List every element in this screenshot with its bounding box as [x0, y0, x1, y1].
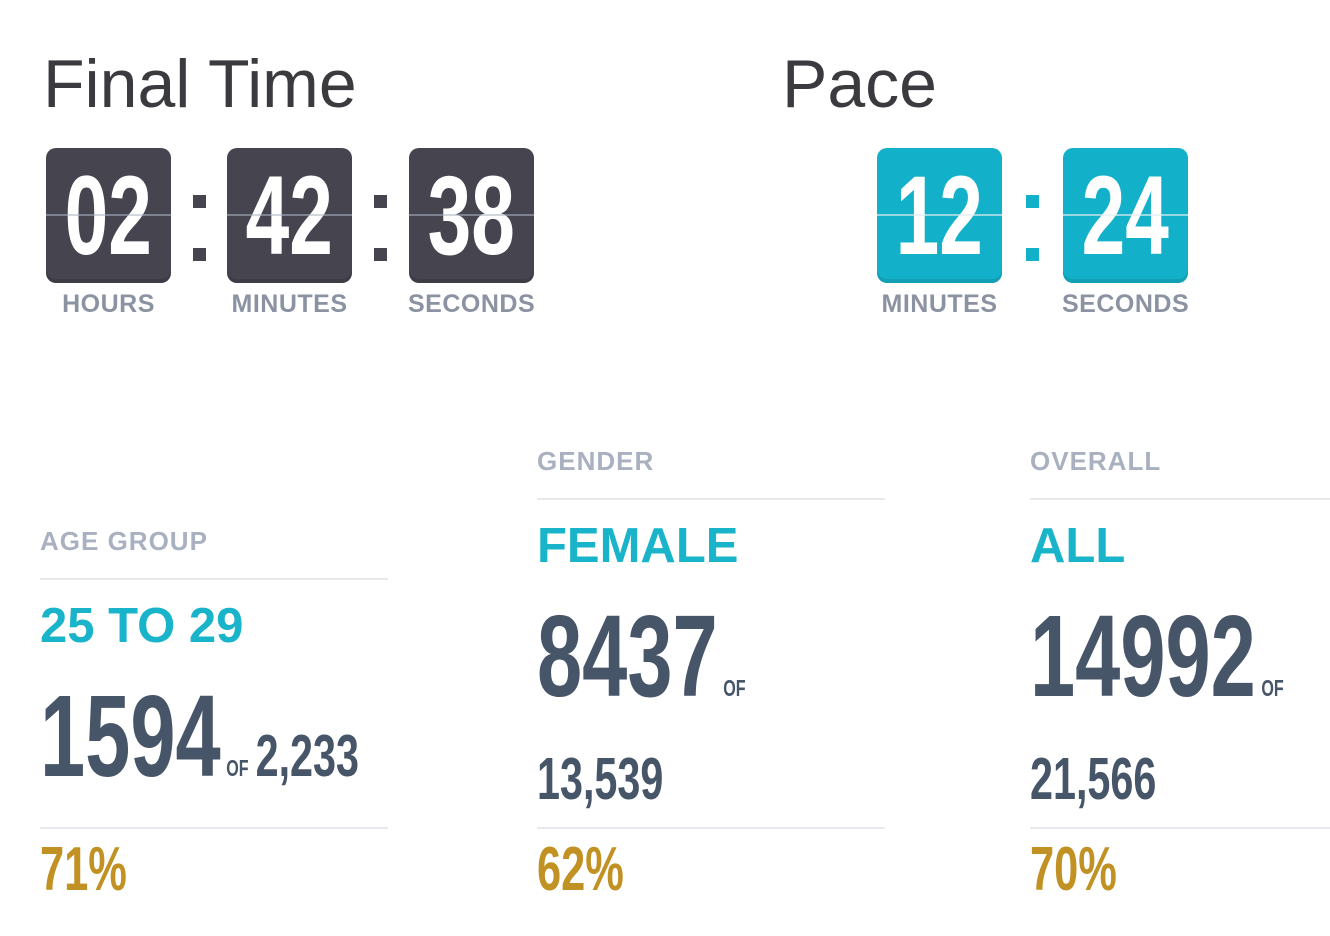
category-value: ALL	[1030, 519, 1126, 573]
rank-of-label: OF	[226, 755, 249, 781]
rank-line: 1594 OF 2,233	[40, 678, 388, 794]
divider-line	[40, 827, 388, 829]
stat-header: AGE GROUP	[40, 526, 208, 556]
percent-value: 71%	[40, 835, 127, 904]
flip-card-minutes: 42	[227, 148, 352, 283]
rank-line: 14992 OF 21,566	[1030, 598, 1330, 809]
percent-row: 71%	[40, 839, 388, 901]
stat-column-gender: GENDER FEMALE 8437 OF 13,539 62%	[537, 448, 885, 901]
pace-clock: 12 MINUTES 24 SECONDS	[877, 148, 1189, 317]
flip-card-seconds: 24	[1063, 148, 1189, 283]
stat-header: OVERALL	[1030, 446, 1162, 476]
colon-separator-icon	[1002, 148, 1062, 283]
divider-line	[537, 498, 885, 500]
pace-section: Pace 12 MINUTES 24 SECONDS	[782, 50, 1189, 317]
flip-digits: 12	[895, 152, 984, 278]
percent-row: 70%	[1030, 839, 1330, 901]
final-time-section: Final Time 02 HOURS 42 MINUTES 38 SECOND…	[43, 50, 535, 317]
rank-of-label: OF	[723, 675, 746, 701]
rank-total: 2,233	[255, 723, 359, 789]
flip-card-minutes: 12	[877, 148, 1002, 283]
clock-unit-hours: 02 HOURS	[46, 148, 171, 317]
clock-unit-seconds: 24 SECONDS	[1062, 148, 1189, 317]
unit-label-minutes: MINUTES	[231, 290, 348, 318]
stat-header: GENDER	[537, 446, 655, 476]
unit-label-seconds: SECONDS	[408, 290, 536, 318]
rank-value: 1594	[40, 671, 221, 801]
rank-of-label: OF	[1261, 675, 1284, 701]
clock-unit-seconds: 38 SECONDS	[408, 148, 535, 317]
divider-line	[1030, 498, 1330, 500]
clock-unit-minutes: 12 MINUTES	[877, 148, 1002, 317]
colon-separator-icon	[352, 148, 408, 283]
divider-line	[1030, 827, 1330, 829]
rank-total: 13,539	[537, 746, 664, 812]
clock-unit-minutes: 42 MINUTES	[227, 148, 352, 317]
pace-title: Pace	[782, 46, 937, 122]
unit-label-seconds: SECONDS	[1062, 290, 1190, 318]
unit-label-minutes: MINUTES	[881, 290, 998, 318]
flip-digits: 38	[427, 152, 516, 278]
flip-digits: 24	[1081, 152, 1170, 278]
divider-line	[537, 827, 885, 829]
rank-total: 21,566	[1030, 746, 1157, 812]
colon-separator-icon	[171, 148, 227, 283]
percent-row: 62%	[537, 839, 885, 901]
divider-line	[40, 578, 388, 580]
stat-column-age-group: AGE GROUP 25 TO 29 1594 OF 2,233 71%	[40, 528, 388, 901]
category-value: 25 TO 29	[40, 599, 244, 653]
percent-value: 70%	[1030, 835, 1117, 904]
percent-value: 62%	[537, 835, 624, 904]
flip-digits: 02	[64, 152, 153, 278]
flip-card-seconds: 38	[409, 148, 535, 283]
rank-value: 8437	[537, 591, 718, 721]
unit-label-hours: HOURS	[62, 290, 155, 318]
rank-line: 8437 OF 13,539	[537, 598, 885, 809]
stat-column-overall: OVERALL ALL 14992 OF 21,566 70%	[1030, 448, 1330, 901]
flip-digits: 42	[245, 152, 334, 278]
final-time-clock: 02 HOURS 42 MINUTES 38 SECONDS	[46, 148, 535, 317]
final-time-title: Final Time	[43, 46, 357, 122]
rank-value: 14992	[1030, 591, 1256, 721]
flip-card-hours: 02	[46, 148, 171, 283]
category-value: FEMALE	[537, 519, 739, 573]
